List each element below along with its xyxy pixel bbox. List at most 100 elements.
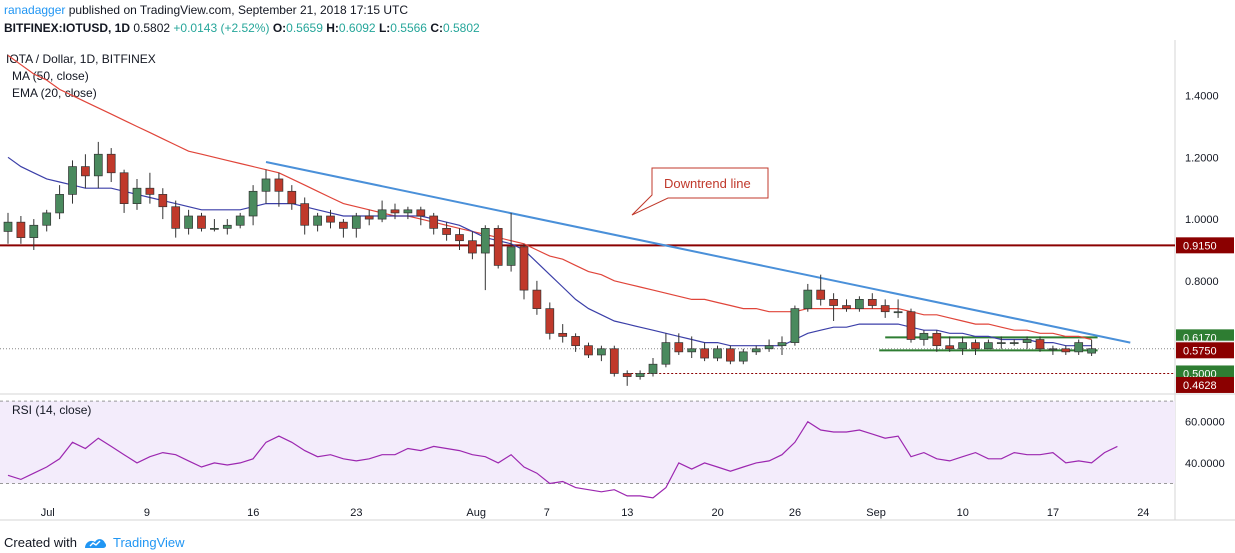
candle-body [403, 209, 413, 214]
candle [480, 225, 490, 291]
candle-body [597, 348, 606, 356]
tradingview-logo-icon [84, 538, 107, 548]
candle-body [1035, 339, 1045, 350]
downtrend-annotation [631, 167, 769, 216]
candle [158, 188, 168, 220]
time-tick-label: 13 [621, 507, 633, 519]
annotation-text: Downtrend line [664, 176, 751, 191]
candle [493, 225, 503, 269]
candle-body [777, 342, 787, 347]
candle [777, 336, 787, 355]
price-tick-label: 1.2000 [1185, 152, 1219, 164]
candle [274, 172, 284, 207]
candle-body [958, 342, 967, 350]
candle-body [390, 209, 400, 214]
candle-body [119, 172, 129, 204]
candle-body [197, 215, 206, 229]
time-tick-label: 7 [544, 507, 550, 519]
time-tick-label: 23 [350, 507, 362, 519]
candle-body [648, 363, 658, 374]
downtrend-line [265, 160, 1131, 344]
candle-body [506, 246, 516, 266]
candle-body [571, 336, 580, 347]
candle [597, 345, 606, 362]
price-chart[interactable]: IOTA / Dollar, 1D, BITFINEX MA (50, close… [0, 0, 1235, 530]
candle [506, 212, 516, 272]
candle [842, 299, 851, 312]
candle-body [210, 228, 219, 230]
candle-body [235, 215, 245, 226]
candle [16, 216, 26, 244]
candle [468, 231, 477, 260]
candle [416, 206, 426, 226]
candle [235, 212, 245, 229]
candle-body [222, 224, 232, 229]
candle-body [880, 305, 890, 313]
rsi-tick-label: 40.0000 [1185, 458, 1225, 470]
candle-body [29, 224, 39, 238]
candle [184, 209, 193, 235]
candle-body [377, 209, 387, 220]
candle-body [751, 348, 761, 353]
price-tick-label: 0.8000 [1185, 276, 1219, 288]
candle [81, 154, 90, 189]
candle-body [700, 348, 709, 359]
candle-body [145, 187, 155, 195]
candle-body [622, 373, 632, 377]
time-tick-label: 9 [144, 507, 150, 519]
price-tick-label: 1.4000 [1185, 91, 1219, 103]
time-tick-label: Jul [41, 507, 55, 519]
chart-header: ranadagger published on TradingView.com,… [0, 0, 1235, 40]
candle-body [932, 332, 942, 347]
high-value: 0.6092 [338, 21, 376, 35]
candle-body [919, 332, 929, 340]
time-tick-label: 10 [957, 507, 969, 519]
candle-body [261, 178, 271, 192]
candle-body [442, 228, 451, 235]
candle-body [274, 178, 284, 192]
candle [532, 280, 542, 315]
candle [55, 185, 64, 220]
candle [222, 219, 232, 235]
candle [571, 333, 580, 352]
symbol-line: BITFINEX:IOTUSD, 1D 0.5802 +0.0143 (+2.5… [4, 21, 480, 35]
candle [1087, 339, 1096, 356]
candle [42, 209, 52, 232]
candle [713, 345, 722, 362]
candle [106, 148, 116, 183]
candle [880, 299, 890, 318]
level-label-4628: 0.4628 [1183, 380, 1217, 392]
candle-body [132, 187, 142, 204]
last-price: 0.5802 [133, 21, 171, 35]
close-value: 0.5802 [442, 21, 480, 35]
price-pane [0, 40, 1175, 392]
candle [29, 219, 39, 250]
time-tick-label: Aug [466, 507, 486, 519]
candle-body [468, 240, 477, 254]
candle [68, 160, 77, 204]
candle-body [429, 215, 439, 229]
open-label: O: [272, 21, 287, 35]
candle-body [248, 190, 258, 217]
candle [635, 370, 645, 380]
candle-body [635, 373, 645, 377]
rsi-band [0, 401, 1175, 484]
candle [210, 219, 219, 232]
candle-body [55, 194, 64, 214]
symbol-name: BITFINEX:IOTUSD, 1D [4, 21, 131, 35]
candle-body [519, 246, 529, 291]
author-link[interactable]: ranadagger [4, 3, 66, 17]
candle-body [16, 221, 26, 238]
candle-body [106, 153, 116, 174]
candle [867, 293, 877, 309]
candle [558, 324, 568, 343]
time-tick-label: 20 [712, 507, 724, 519]
level-label-0915-bg [1176, 237, 1234, 254]
candle [829, 293, 838, 321]
candle [919, 330, 929, 346]
candle-body [1087, 348, 1096, 354]
candle [545, 302, 555, 340]
candle-body [816, 289, 826, 300]
candle-body [351, 215, 361, 229]
tradingview-brand[interactable]: TradingView [112, 535, 185, 550]
